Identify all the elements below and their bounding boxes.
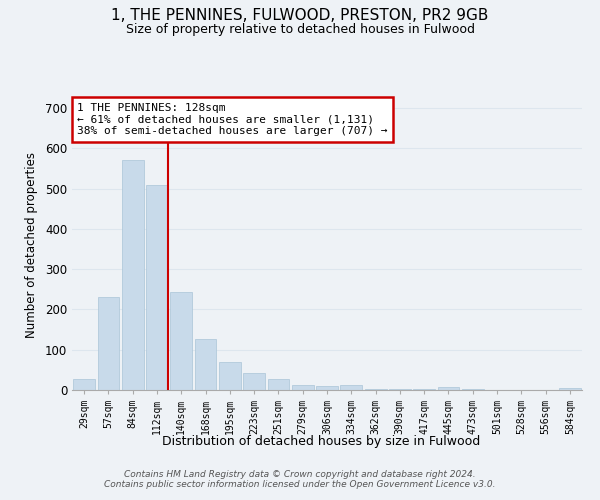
Bar (146, 184, 168, 390)
Bar (73, 378, 95, 390)
Text: 1, THE PENNINES, FULWOOD, PRESTON, PR2 9GB: 1, THE PENNINES, FULWOOD, PRESTON, PR2 9… (112, 8, 488, 22)
Bar (122, 160, 143, 390)
Bar (413, 389, 435, 390)
Bar (243, 373, 265, 390)
Bar (268, 379, 289, 390)
Text: Size of property relative to detached houses in Fulwood: Size of property relative to detached ho… (125, 22, 475, 36)
Bar (437, 387, 460, 390)
Bar (292, 385, 314, 390)
Bar (316, 386, 338, 390)
Bar (97, 296, 119, 390)
Text: Contains public sector information licensed under the Open Government Licence v3: Contains public sector information licen… (104, 480, 496, 489)
Text: Contains HM Land Registry data © Crown copyright and database right 2024.: Contains HM Land Registry data © Crown c… (124, 470, 476, 479)
Bar (559, 388, 581, 390)
Text: Distribution of detached houses by size in Fulwood: Distribution of detached houses by size … (162, 435, 480, 448)
Bar (365, 389, 386, 390)
Y-axis label: Number of detached properties: Number of detached properties (25, 152, 38, 338)
Bar (340, 385, 362, 390)
Bar (194, 339, 217, 390)
Text: 1 THE PENNINES: 128sqm
← 61% of detached houses are smaller (1,131)
38% of semi-: 1 THE PENNINES: 128sqm ← 61% of detached… (77, 103, 388, 136)
Bar (462, 389, 484, 390)
Bar (219, 362, 241, 390)
Bar (170, 292, 192, 390)
Bar (389, 389, 411, 390)
